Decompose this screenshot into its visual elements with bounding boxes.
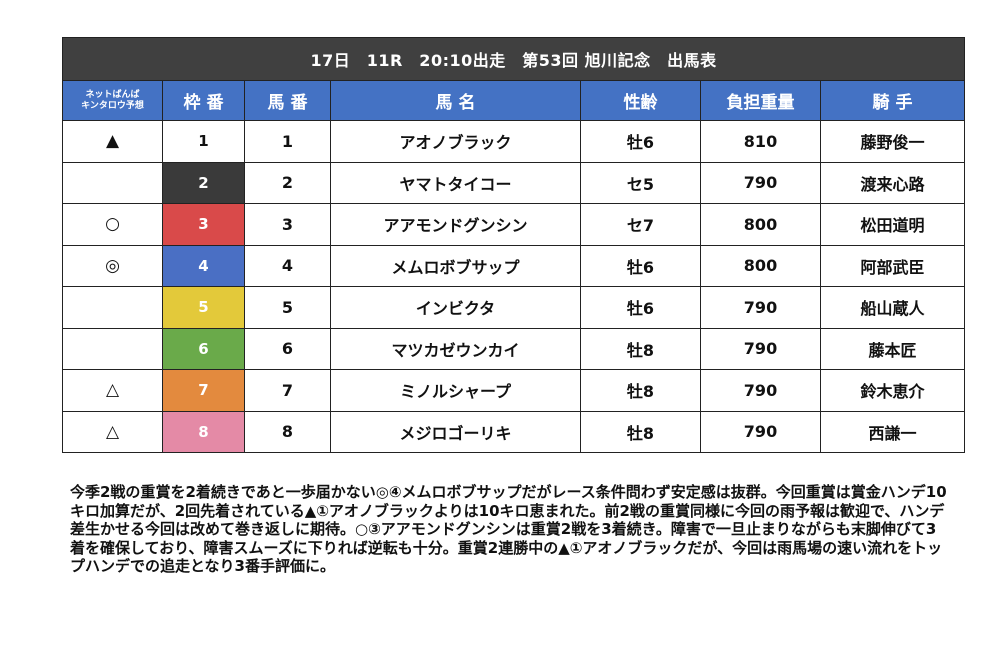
table-row: ○ 3 3 アアモンドグンシン セ7 800 松田道明 [62,203,966,246]
sex-age: セ7 [580,203,701,246]
table-row: 6 6 マツカゼウンカイ 牡8 790 藤本匠 [62,327,966,370]
waku-number: 2 [162,161,245,204]
header-row: ネットばんば キンタロウ予想 枠 番 馬 番 馬 名 性齢 負担重量 騎 手 [62,80,966,121]
header-prediction-line-1: ネットばんば [85,89,140,100]
sex-age: 牡6 [580,120,701,163]
table-row: ◎ 4 4 メムロボブサップ 牡6 800 阿部武臣 [62,244,966,287]
horse-number: 3 [244,203,331,246]
carried-weight: 790 [700,161,821,204]
waku-number: 7 [162,369,245,412]
horse-number: 8 [244,410,331,453]
header-umaban: 馬 番 [244,80,331,121]
horse-number: 7 [244,369,331,412]
header-sex-age: 性齢 [580,80,701,121]
sex-age: 牡6 [580,244,701,287]
prediction-mark: △ [62,369,163,412]
header-horse-name: 馬 名 [330,80,581,121]
prediction-mark: △ [62,410,163,453]
waku-number: 1 [162,120,245,163]
waku-number: 5 [162,286,245,329]
horse-name: アアモンドグンシン [330,203,581,246]
waku-number: 3 [162,203,245,246]
sex-age: セ5 [580,161,701,204]
race-card-table: 17日 11R 20:10出走 第53回 旭川記念 出馬表 ネットばんば キンタ… [61,37,966,453]
prediction-mark [62,286,163,329]
carried-weight: 790 [700,410,821,453]
table-row: △ 7 7 ミノルシャープ 牡8 790 鈴木恵介 [62,369,966,412]
horse-number: 4 [244,244,331,287]
horse-name: メジロゴーリキ [330,410,581,453]
sex-age: 牡8 [580,327,701,370]
prediction-mark [62,327,163,370]
horse-number: 6 [244,327,331,370]
header-prediction: ネットばんば キンタロウ予想 [62,80,163,121]
jockey-name: 藤野俊一 [819,120,966,163]
race-title: 17日 11R 20:10出走 第53回 旭川記念 出馬表 [61,37,966,81]
prediction-mark: ◎ [62,244,163,287]
prediction-mark: ▲ [62,120,163,163]
carried-weight: 790 [700,286,821,329]
horse-name: メムロボブサップ [330,244,581,287]
horse-name: アオノブラック [330,120,581,163]
waku-number: 6 [162,327,245,370]
jockey-name: 阿部武臣 [819,244,966,287]
race-commentary: 今季2戦の重賞を2着続きであと一歩届かない◎④メムロボブサップだがレース条件問わ… [70,483,947,575]
jockey-name: 鈴木恵介 [819,369,966,412]
horse-name: ヤマトタイコー [330,161,581,204]
table-row: 2 2 ヤマトタイコー セ5 790 渡来心路 [62,161,966,204]
carried-weight: 800 [700,244,821,287]
carried-weight: 810 [700,120,821,163]
waku-number: 8 [162,410,245,453]
carried-weight: 800 [700,203,821,246]
horse-name: インビクタ [330,286,581,329]
header-jockey: 騎 手 [819,80,966,121]
header-weight: 負担重量 [700,80,821,121]
sex-age: 牡6 [580,286,701,329]
horse-number: 5 [244,286,331,329]
jockey-name: 藤本匠 [819,327,966,370]
prediction-mark: ○ [62,203,163,246]
carried-weight: 790 [700,369,821,412]
horse-number: 1 [244,120,331,163]
waku-number: 4 [162,244,245,287]
sex-age: 牡8 [580,410,701,453]
header-prediction-line-2: キンタロウ予想 [81,100,144,111]
sex-age: 牡8 [580,369,701,412]
table-row: △ 8 8 メジロゴーリキ 牡8 790 西謙一 [62,410,966,453]
header-waku: 枠 番 [162,80,245,121]
jockey-name: 松田道明 [819,203,966,246]
carried-weight: 790 [700,327,821,370]
table-row: ▲ 1 1 アオノブラック 牡6 810 藤野俊一 [62,120,966,163]
jockey-name: 西謙一 [819,410,966,453]
title-row: 17日 11R 20:10出走 第53回 旭川記念 出馬表 [61,37,966,81]
horse-number: 2 [244,161,331,204]
horse-name: ミノルシャープ [330,369,581,412]
prediction-mark [62,161,163,204]
horse-name: マツカゼウンカイ [330,327,581,370]
table-row: 5 5 インビクタ 牡6 790 船山蔵人 [62,286,966,329]
jockey-name: 渡来心路 [819,161,966,204]
jockey-name: 船山蔵人 [819,286,966,329]
